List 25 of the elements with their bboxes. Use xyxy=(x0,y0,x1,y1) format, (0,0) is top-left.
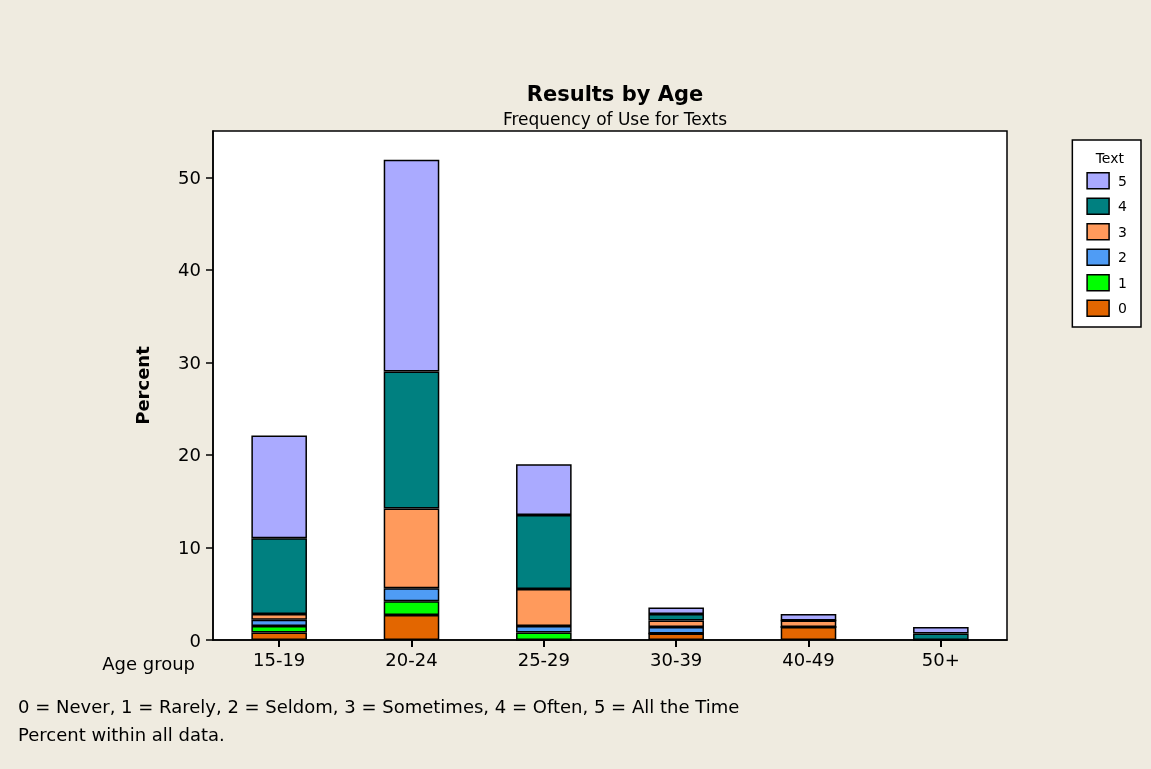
legend-label: 2 xyxy=(1118,249,1128,266)
y-tick-label: 20 xyxy=(178,444,201,466)
legend-title: Text xyxy=(1094,150,1125,166)
x-tick-label: 15-19 xyxy=(253,648,306,670)
x-tick-label: 40-49 xyxy=(782,648,835,670)
chart-subtitle: Frequency of Use for Texts xyxy=(502,108,728,129)
y-tick-label: 0 xyxy=(189,629,201,651)
text: Percent within all data. xyxy=(18,723,225,745)
y-tick-label: 40 xyxy=(178,259,201,281)
legend-label: 1 xyxy=(1118,274,1128,291)
y-tick-label: 50 xyxy=(178,166,201,188)
y-tick-label: 10 xyxy=(178,536,201,558)
legend-label: 5 xyxy=(1118,172,1128,189)
legend-label: 4 xyxy=(1118,198,1128,215)
y-axis-title: Percent xyxy=(131,345,153,425)
x-tick-label: 50+ xyxy=(921,648,960,670)
y-tick-label: 30 xyxy=(178,351,201,373)
x-axis-title: Age group xyxy=(102,652,195,674)
text: 0 = Never, 1 = Rarely, 2 = Seldom, 3 = Sometimes, 4 = Often, 5 = All the Time xyxy=(18,695,740,717)
x-tick-label: 20-24 xyxy=(385,648,438,670)
legend-label: 0 xyxy=(1118,300,1128,317)
x-tick-label: 25-29 xyxy=(517,648,570,670)
chart-title: Results by Age xyxy=(526,81,704,106)
legend-label: 3 xyxy=(1118,223,1128,240)
x-tick-label: 30-39 xyxy=(650,648,703,670)
